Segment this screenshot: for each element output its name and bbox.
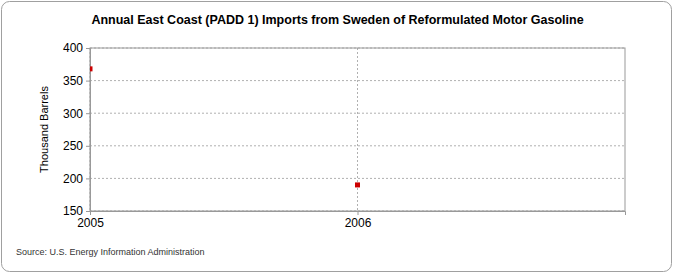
data-point: [90, 66, 93, 71]
y-tick-label: 250: [63, 139, 83, 153]
y-tick-mark: [86, 211, 90, 212]
x-tick-label: 2005: [77, 216, 104, 230]
x-axis: 2005 2006: [77, 211, 625, 230]
x-tick-mark: [90, 211, 91, 215]
y-tick-mark: [86, 113, 90, 114]
y-tick: 300: [63, 107, 90, 121]
y-axis: 150200250300350400: [63, 41, 91, 218]
y-tick-mark: [86, 146, 90, 147]
plot-frame: [90, 48, 625, 211]
y-tick-label: 300: [63, 107, 83, 121]
y-tick: 350: [63, 74, 90, 88]
x-tick: 2005: [77, 211, 104, 230]
y-tick: 200: [63, 172, 90, 186]
y-axis-title: Thousand Barrels: [38, 86, 50, 173]
data-point: [355, 182, 360, 187]
chart-title: Annual East Coast (PADD 1) Imports from …: [91, 13, 583, 27]
x-tick-label: 2006: [345, 216, 372, 230]
y-tick-mark: [86, 48, 90, 49]
y-axis-line: [86, 49, 91, 212]
y-tick-label: 350: [63, 74, 83, 88]
y-grid-line: [90, 178, 625, 179]
source-note: Source: U.S. Energy Information Administ…: [16, 247, 205, 257]
y-tick: 400: [63, 41, 90, 55]
y-tick-label: 400: [63, 41, 83, 55]
y-tick-mark: [86, 178, 90, 179]
x-axis-line: [91, 212, 626, 216]
x-tick-mark: [358, 211, 359, 215]
y-tick-label: 200: [63, 172, 83, 186]
points: [90, 66, 360, 187]
grid: [90, 48, 625, 211]
y-tick-mark: [86, 81, 90, 82]
x-tick: 2006: [345, 211, 372, 230]
plot-background: [90, 48, 625, 211]
outer-frame: [2, 2, 672, 272]
y-tick: 250: [63, 139, 90, 153]
